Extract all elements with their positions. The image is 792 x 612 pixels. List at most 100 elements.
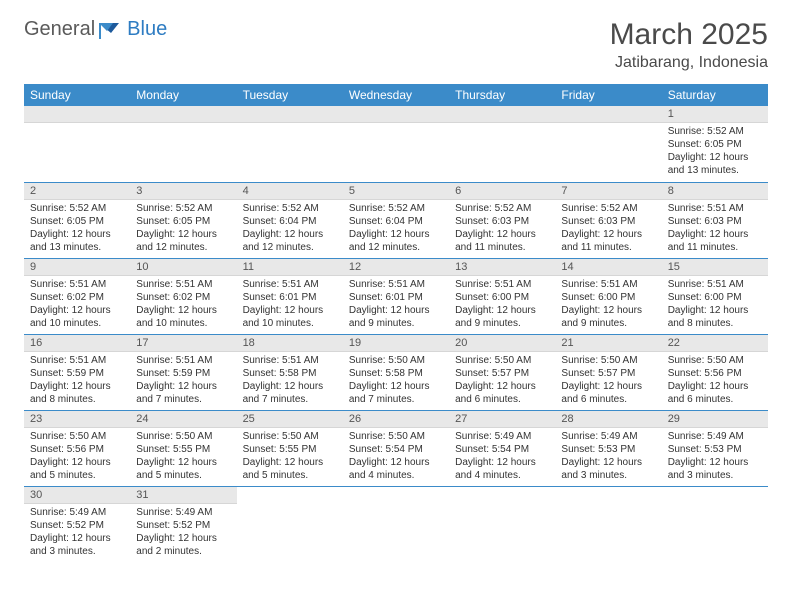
- day-line: Sunrise: 5:52 AM: [243, 202, 337, 215]
- day-number-empty: [130, 106, 236, 123]
- day-number: 22: [662, 335, 768, 352]
- calendar-cell: 29Sunrise: 5:49 AMSunset: 5:53 PMDayligh…: [662, 410, 768, 486]
- day-details: Sunrise: 5:51 AMSunset: 6:00 PMDaylight:…: [449, 276, 555, 334]
- day-line: Daylight: 12 hours: [136, 456, 230, 469]
- day-line: Sunset: 5:53 PM: [561, 443, 655, 456]
- day-number: 25: [237, 411, 343, 428]
- day-number: 21: [555, 335, 661, 352]
- calendar-row: 2Sunrise: 5:52 AMSunset: 6:05 PMDaylight…: [24, 182, 768, 258]
- day-line: Sunset: 5:54 PM: [349, 443, 443, 456]
- day-details: Sunrise: 5:50 AMSunset: 5:56 PMDaylight:…: [662, 352, 768, 410]
- day-line: and 6 minutes.: [561, 393, 655, 406]
- day-line: and 13 minutes.: [668, 164, 762, 177]
- day-line: Daylight: 12 hours: [243, 304, 337, 317]
- day-details: Sunrise: 5:51 AMSunset: 6:03 PMDaylight:…: [662, 200, 768, 258]
- day-number: 30: [24, 487, 130, 504]
- day-line: Sunset: 6:05 PM: [136, 215, 230, 228]
- day-line: Daylight: 12 hours: [243, 228, 337, 241]
- calendar-cell: [555, 106, 661, 182]
- day-line: Sunset: 5:59 PM: [30, 367, 124, 380]
- calendar-table: SundayMondayTuesdayWednesdayThursdayFrid…: [24, 84, 768, 562]
- day-line: Sunrise: 5:49 AM: [136, 506, 230, 519]
- day-details: Sunrise: 5:51 AMSunset: 5:58 PMDaylight:…: [237, 352, 343, 410]
- day-number: 6: [449, 183, 555, 200]
- day-line: and 11 minutes.: [668, 241, 762, 254]
- day-line: Daylight: 12 hours: [668, 228, 762, 241]
- day-details: Sunrise: 5:51 AMSunset: 6:02 PMDaylight:…: [130, 276, 236, 334]
- calendar-cell: 23Sunrise: 5:50 AMSunset: 5:56 PMDayligh…: [24, 410, 130, 486]
- day-details: Sunrise: 5:51 AMSunset: 6:01 PMDaylight:…: [237, 276, 343, 334]
- day-line: Sunrise: 5:51 AM: [455, 278, 549, 291]
- calendar-cell: 14Sunrise: 5:51 AMSunset: 6:00 PMDayligh…: [555, 258, 661, 334]
- calendar-cell: 25Sunrise: 5:50 AMSunset: 5:55 PMDayligh…: [237, 410, 343, 486]
- day-line: Sunrise: 5:52 AM: [30, 202, 124, 215]
- day-number: 16: [24, 335, 130, 352]
- day-number: 26: [343, 411, 449, 428]
- day-number: 10: [130, 259, 236, 276]
- location: Jatibarang, Indonesia: [610, 54, 768, 72]
- day-line: Sunset: 6:03 PM: [455, 215, 549, 228]
- day-line: Sunrise: 5:50 AM: [455, 354, 549, 367]
- day-line: Sunset: 5:53 PM: [668, 443, 762, 456]
- day-line: and 13 minutes.: [30, 241, 124, 254]
- day-number: 28: [555, 411, 661, 428]
- day-line: and 10 minutes.: [243, 317, 337, 330]
- day-number: 13: [449, 259, 555, 276]
- day-line: Sunset: 6:04 PM: [243, 215, 337, 228]
- day-line: Daylight: 12 hours: [136, 532, 230, 545]
- calendar-cell: 8Sunrise: 5:51 AMSunset: 6:03 PMDaylight…: [662, 182, 768, 258]
- day-number: 18: [237, 335, 343, 352]
- title-block: March 2025 Jatibarang, Indonesia: [610, 18, 768, 72]
- day-line: and 8 minutes.: [668, 317, 762, 330]
- day-details: Sunrise: 5:49 AMSunset: 5:52 PMDaylight:…: [130, 504, 236, 562]
- day-line: and 2 minutes.: [136, 545, 230, 558]
- calendar-cell: 15Sunrise: 5:51 AMSunset: 6:00 PMDayligh…: [662, 258, 768, 334]
- weekday-header: Wednesday: [343, 84, 449, 106]
- day-line: Daylight: 12 hours: [136, 304, 230, 317]
- day-details: Sunrise: 5:49 AMSunset: 5:54 PMDaylight:…: [449, 428, 555, 486]
- day-line: Sunset: 6:03 PM: [668, 215, 762, 228]
- day-line: Sunset: 5:52 PM: [30, 519, 124, 532]
- flag-icon: [99, 21, 125, 39]
- day-line: Sunset: 6:05 PM: [668, 138, 762, 151]
- day-line: Sunrise: 5:52 AM: [668, 125, 762, 138]
- day-number: 8: [662, 183, 768, 200]
- day-line: Daylight: 12 hours: [136, 228, 230, 241]
- calendar-cell: [449, 106, 555, 182]
- calendar-cell: 20Sunrise: 5:50 AMSunset: 5:57 PMDayligh…: [449, 334, 555, 410]
- day-line: and 5 minutes.: [243, 469, 337, 482]
- day-line: Sunset: 6:00 PM: [561, 291, 655, 304]
- day-number: 17: [130, 335, 236, 352]
- day-line: Daylight: 12 hours: [455, 304, 549, 317]
- calendar-cell: 13Sunrise: 5:51 AMSunset: 6:00 PMDayligh…: [449, 258, 555, 334]
- day-line: Sunset: 6:04 PM: [349, 215, 443, 228]
- day-line: Sunset: 5:56 PM: [668, 367, 762, 380]
- day-line: and 4 minutes.: [455, 469, 549, 482]
- calendar-cell: 22Sunrise: 5:50 AMSunset: 5:56 PMDayligh…: [662, 334, 768, 410]
- day-details: Sunrise: 5:51 AMSunset: 6:00 PMDaylight:…: [662, 276, 768, 334]
- calendar-cell: 24Sunrise: 5:50 AMSunset: 5:55 PMDayligh…: [130, 410, 236, 486]
- day-line: Sunrise: 5:50 AM: [349, 430, 443, 443]
- calendar-cell: 3Sunrise: 5:52 AMSunset: 6:05 PMDaylight…: [130, 182, 236, 258]
- day-line: Sunset: 5:57 PM: [455, 367, 549, 380]
- day-line: and 5 minutes.: [136, 469, 230, 482]
- calendar-cell: [555, 486, 661, 562]
- calendar-body: 1Sunrise: 5:52 AMSunset: 6:05 PMDaylight…: [24, 106, 768, 562]
- day-line: Sunset: 5:54 PM: [455, 443, 549, 456]
- day-number: 12: [343, 259, 449, 276]
- day-line: and 11 minutes.: [561, 241, 655, 254]
- day-line: and 3 minutes.: [30, 545, 124, 558]
- day-line: Daylight: 12 hours: [30, 380, 124, 393]
- day-details: Sunrise: 5:49 AMSunset: 5:53 PMDaylight:…: [662, 428, 768, 486]
- weekday-header: Saturday: [662, 84, 768, 106]
- calendar-cell: [449, 486, 555, 562]
- day-line: Sunrise: 5:51 AM: [243, 278, 337, 291]
- day-line: Daylight: 12 hours: [561, 380, 655, 393]
- day-line: Daylight: 12 hours: [30, 304, 124, 317]
- calendar-row: 16Sunrise: 5:51 AMSunset: 5:59 PMDayligh…: [24, 334, 768, 410]
- calendar-cell: 30Sunrise: 5:49 AMSunset: 5:52 PMDayligh…: [24, 486, 130, 562]
- day-line: and 5 minutes.: [30, 469, 124, 482]
- day-details: Sunrise: 5:52 AMSunset: 6:04 PMDaylight:…: [237, 200, 343, 258]
- day-details: Sunrise: 5:52 AMSunset: 6:03 PMDaylight:…: [449, 200, 555, 258]
- day-line: Daylight: 12 hours: [668, 304, 762, 317]
